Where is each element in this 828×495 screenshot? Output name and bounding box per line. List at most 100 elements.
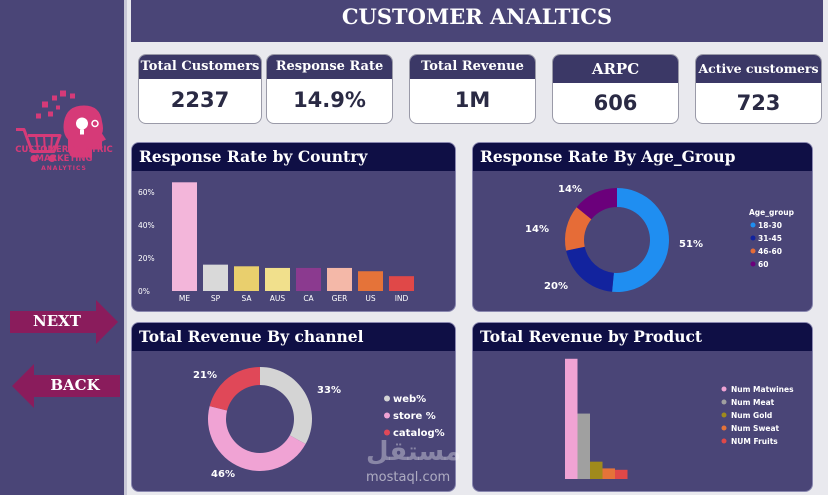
channel-slice-store — [208, 406, 306, 472]
bar-us — [358, 271, 383, 291]
back-button-label: BACK — [50, 376, 100, 394]
legend-marker — [750, 261, 756, 267]
legend-label: 60 — [758, 260, 768, 269]
kpi-label: ARPC — [553, 55, 678, 83]
channel-slice-web — [260, 367, 312, 445]
legend-marker — [384, 395, 390, 402]
x-tick-label: SP — [211, 294, 221, 303]
x-tick-label: GER — [332, 294, 348, 303]
kpi-card-total-customers: Total Customers 2237 — [138, 54, 262, 124]
channel-chart-panel: Total Revenue By channel 33% 46% 21% web% st… — [131, 322, 456, 492]
logo-line: MARKETING — [35, 154, 93, 164]
age-slice-3145 — [566, 246, 614, 292]
bar-num-gold — [590, 461, 603, 479]
next-arrow-icon — [10, 300, 118, 344]
kpi-card-response-rate: Response Rate 14.9% — [266, 54, 393, 124]
legend-label: NUM Fruits — [731, 437, 778, 446]
bar-aus — [265, 267, 290, 291]
legend-label: web% — [393, 394, 426, 405]
page-title: CUSTOMER ANALTICS — [131, 0, 823, 42]
slice-label: 21% — [193, 370, 217, 381]
bar-num-fruits — [615, 469, 628, 479]
bar-ca — [296, 267, 321, 291]
bar-sa — [234, 266, 259, 291]
bar-num-meat — [577, 413, 590, 479]
x-tick-label: CA — [303, 294, 314, 303]
legend-label: Num Gold — [731, 411, 772, 420]
kpi-value: 1M — [454, 88, 491, 112]
slice-label: 20% — [544, 281, 568, 292]
y-tick-label: 0% — [138, 287, 150, 296]
watermark-arabic: مستقل — [366, 437, 462, 467]
panel-title: Response Rate By Age_Group — [473, 143, 812, 171]
kpi-value: 606 — [593, 91, 638, 115]
slice-label: 14% — [558, 184, 582, 195]
next-button-label: NEXT — [33, 312, 81, 330]
kpi-card-active-customers: Active customers 723 — [695, 54, 822, 124]
legend-marker — [721, 412, 727, 418]
bar-num-sweat — [602, 468, 615, 479]
legend-label: store % — [393, 411, 436, 422]
legend-marker — [721, 438, 727, 444]
x-tick-label: ME — [179, 294, 190, 303]
kpi-label: Response Rate — [267, 55, 392, 79]
legend-label: Num Meat — [731, 398, 775, 407]
kpi-label: Active customers — [696, 55, 821, 83]
channel-slice-catalog — [209, 367, 260, 411]
next-button[interactable]: NEXT — [10, 300, 120, 344]
kpi-card-arpc: ARPC 606 — [552, 54, 679, 124]
panel-title: Total Revenue by Product — [473, 323, 812, 351]
bar-num-matwines — [565, 358, 578, 479]
kpi-label: Total Customers — [139, 55, 261, 79]
y-tick-label: 60% — [138, 188, 155, 197]
slice-label: 51% — [679, 239, 703, 250]
y-tick-label: 20% — [138, 254, 155, 263]
back-arrow-icon — [12, 364, 120, 408]
kpi-card-total-revenue: Total Revenue 1M — [409, 54, 536, 124]
legend-marker — [384, 429, 390, 436]
slice-label: 33% — [317, 385, 341, 396]
channel-donut-chart: 33% 46% 21% web% store % catalog% — [193, 367, 445, 480]
x-tick-label: SA — [241, 294, 252, 303]
x-tick-label: US — [365, 294, 375, 303]
watermark-text: mostaql.com — [366, 470, 451, 485]
logo-line: CUSTOMER-CENTRIC — [15, 145, 113, 155]
legend-marker — [750, 248, 756, 254]
bar-me — [172, 182, 197, 291]
kpi-value: 14.9% — [293, 88, 366, 112]
legend-label: 31-45 — [758, 234, 782, 243]
legend-marker — [750, 222, 756, 228]
panel-title: Total Revenue By channel — [132, 323, 455, 351]
sidebar: CUSTOMER-CENTRIC MARKETING ANALYTICS NEX… — [0, 0, 127, 495]
slice-label: 46% — [211, 469, 235, 480]
age-slice-4660 — [565, 207, 592, 251]
kpi-value: 2237 — [170, 88, 230, 112]
bar-ind — [389, 276, 414, 291]
legend-marker — [721, 425, 727, 431]
legend-marker — [721, 399, 727, 405]
product-chart-panel: Total Revenue by Product Num Matwines Num… — [472, 322, 813, 492]
legend-marker — [750, 235, 756, 241]
bar-ger — [327, 267, 352, 291]
legend-label: 18-30 — [758, 221, 782, 230]
logo-icon — [16, 90, 106, 162]
age-slice-1830 — [612, 188, 669, 292]
age-slice-60 — [576, 188, 617, 220]
country-bar-chart: 0% 20% 40% 60% ME SP SA AUS CA GER US IND — [138, 182, 414, 303]
age-donut-chart: 51% 20% 14% 14% Age_group 18-30 31-45 46-60 60 — [525, 184, 795, 292]
legend-label: catalog% — [393, 428, 445, 439]
back-button[interactable]: BACK — [10, 364, 120, 408]
y-tick-label: 40% — [138, 221, 155, 230]
legend-marker — [384, 412, 390, 419]
legend-title: Age_group — [749, 208, 795, 217]
panel-title: Response Rate by Country — [132, 143, 455, 171]
kpi-label: Total Revenue — [410, 55, 535, 79]
kpi-value: 723 — [736, 91, 781, 115]
product-bar-chart: Num Matwines Num Meat Num Gold Num Sweat NUM… — [565, 358, 794, 479]
legend-label: Num Sweat — [731, 424, 780, 433]
legend-label: Num Matwines — [731, 385, 794, 394]
slice-label: 14% — [525, 224, 549, 235]
logo-text: CUSTOMER-CENTRIC MARKETING ANALYTICS — [4, 146, 124, 173]
logo-line: ANALYTICS — [41, 165, 87, 172]
legend-label: 46-60 — [758, 247, 782, 256]
